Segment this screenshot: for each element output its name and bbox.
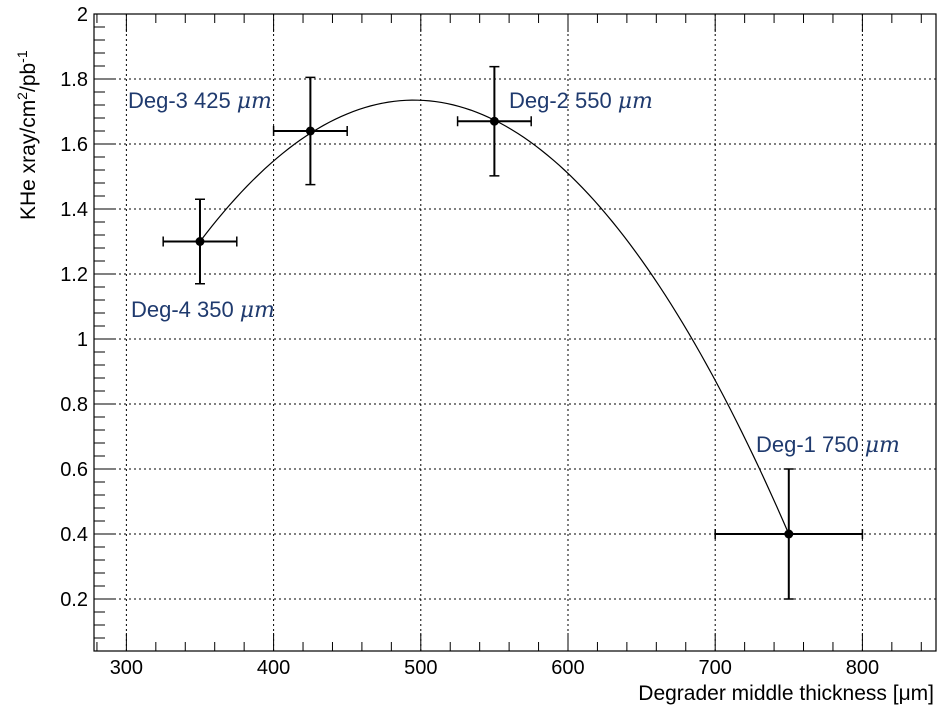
data-point-2 — [272, 76, 348, 186]
annotation-deg3-unit: μm — [237, 89, 272, 114]
data-point-marker — [305, 126, 315, 136]
data-point-3 — [456, 65, 532, 177]
y-tick-label: 0.2 — [60, 589, 88, 611]
data-point-marker — [489, 116, 499, 126]
y-tick-label: 0.8 — [60, 394, 88, 416]
annotation-deg3-label: Deg-3 425 — [128, 88, 231, 113]
x-tick-label: 700 — [699, 657, 732, 679]
grid — [94, 14, 936, 651]
x-tick-labels: 300 400 500 600 700 800 — [110, 657, 879, 679]
y-tick-labels: 0.2 0.4 0.6 0.8 1 1.2 1.4 1.6 1.8 2 — [60, 4, 88, 611]
annotation-deg4-label: Deg-4 350 — [131, 297, 234, 322]
y-tick-label: 1.8 — [60, 69, 88, 91]
x-tick-label: 600 — [551, 657, 584, 679]
annotation-deg1: Deg-1 750 μm — [756, 432, 900, 458]
y-tick-label: 1.4 — [60, 199, 88, 221]
y-axis-title: KHe xray/cm2/pb-1 — [14, 50, 40, 220]
x-axis-title: Degrader middle thickness [μm] — [638, 682, 934, 705]
x-tick-label: 400 — [257, 657, 290, 679]
x-tick-label: 500 — [404, 657, 437, 679]
y-tick-label: 1 — [77, 329, 88, 351]
annotation-deg1-label: Deg-1 750 — [756, 432, 859, 457]
y-tick-label: 2 — [77, 4, 88, 26]
x-tick-label: 800 — [846, 657, 879, 679]
annotation-deg2: Deg-2 550 μm — [509, 88, 653, 114]
annotation-deg4: Deg-4 350 μm — [131, 297, 275, 323]
data-point-marker — [195, 237, 205, 246]
y-tick-label: 0.4 — [60, 524, 88, 546]
y-axis-title-mid: /pb — [17, 63, 40, 92]
y-axis-title-main: KHe xray/cm — [17, 100, 40, 220]
y-axis-title-sup1: 2 — [14, 92, 30, 100]
axis-ticks — [94, 13, 922, 652]
y-tick-label: 0.6 — [60, 459, 88, 481]
y-tick-label: 1.2 — [60, 264, 88, 286]
annotation-deg1-unit: μm — [865, 433, 900, 458]
y-axis-title-sup2: -1 — [14, 50, 30, 63]
annotation-deg2-label: Deg-2 550 — [509, 88, 612, 113]
annotation-deg4-unit: μm — [240, 298, 275, 323]
annotation-deg2-unit: μm — [618, 89, 653, 114]
data-point-marker — [784, 529, 794, 539]
data-point-4 — [714, 468, 864, 600]
x-tick-label: 300 — [110, 657, 143, 679]
data-point-1 — [162, 198, 238, 285]
annotation-deg3: Deg-3 425 μm — [128, 88, 272, 114]
y-tick-label: 1.6 — [60, 134, 88, 156]
plot-frame — [93, 13, 937, 652]
data-points — [162, 65, 864, 600]
